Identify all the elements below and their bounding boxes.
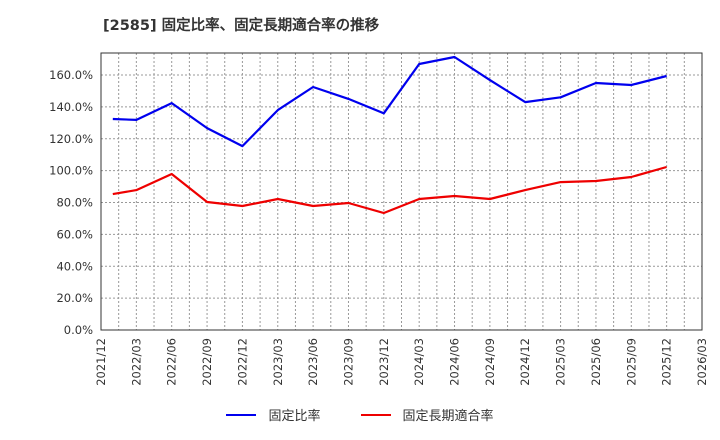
legend-item-fixed-long-term-ratio: 固定長期適合率 [360, 405, 494, 424]
svg-text:2025/06: 2025/06 [589, 338, 603, 386]
svg-text:2024/09: 2024/09 [483, 338, 497, 386]
svg-text:160.0%: 160.0% [49, 68, 93, 82]
svg-text:2024/06: 2024/06 [448, 338, 462, 386]
legend-item-fixed-ratio: 固定比率 [226, 405, 321, 424]
svg-text:140.0%: 140.0% [49, 100, 93, 114]
svg-text:2023/09: 2023/09 [341, 338, 355, 386]
legend-label: 固定長期適合率 [402, 409, 494, 424]
svg-text:2022/03: 2022/03 [129, 338, 143, 386]
svg-text:2025/12: 2025/12 [660, 338, 674, 386]
svg-text:2022/12: 2022/12 [235, 338, 249, 386]
legend: 固定比率 固定長期適合率 [0, 405, 720, 424]
svg-text:100.0%: 100.0% [49, 164, 93, 178]
svg-text:120.0%: 120.0% [49, 132, 93, 146]
legend-swatch-red [360, 413, 391, 416]
legend-swatch-blue [226, 413, 257, 416]
legend-label: 固定比率 [268, 409, 321, 424]
svg-text:2023/12: 2023/12 [377, 338, 391, 386]
svg-text:2025/09: 2025/09 [624, 338, 638, 386]
svg-text:2025/03: 2025/03 [554, 338, 568, 386]
svg-text:2024/03: 2024/03 [412, 338, 426, 386]
svg-text:2022/09: 2022/09 [200, 338, 214, 386]
svg-text:20.0%: 20.0% [56, 291, 93, 305]
svg-text:60.0%: 60.0% [56, 227, 93, 241]
svg-text:2023/06: 2023/06 [306, 338, 320, 386]
svg-text:80.0%: 80.0% [56, 196, 93, 210]
chart-title: [2585] 固定比率、固定長期適合率の推移 [103, 18, 380, 34]
svg-text:0.0%: 0.0% [64, 323, 93, 337]
svg-text:2023/03: 2023/03 [271, 338, 285, 386]
svg-text:2021/12: 2021/12 [94, 338, 108, 386]
svg-text:2022/06: 2022/06 [165, 338, 179, 386]
svg-text:40.0%: 40.0% [56, 259, 93, 273]
svg-text:2026/03: 2026/03 [695, 338, 709, 386]
svg-text:2024/12: 2024/12 [518, 338, 532, 386]
